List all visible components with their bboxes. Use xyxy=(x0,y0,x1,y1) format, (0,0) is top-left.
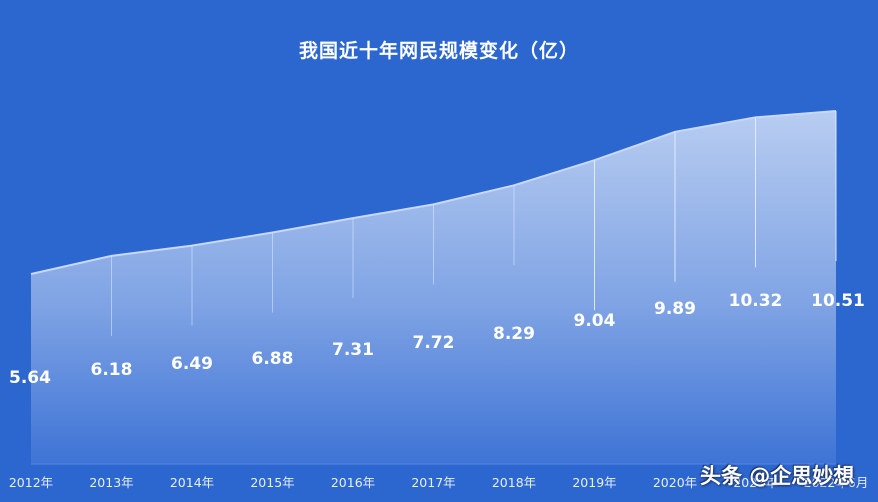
x-axis-label: 2013年 xyxy=(89,475,134,490)
drop-lines xyxy=(111,111,837,336)
value-label: 9.89 xyxy=(654,299,696,319)
value-label: 7.72 xyxy=(412,333,455,353)
chart-title: 我国近十年网民规模变化（亿） xyxy=(298,40,579,62)
x-axis-label: 2016年 xyxy=(330,475,376,490)
value-label: 10.51 xyxy=(811,291,865,311)
value-label: 6.49 xyxy=(171,354,213,374)
x-axis-label: 2021年 xyxy=(733,475,778,490)
x-axis-label: 2018年 xyxy=(491,475,537,490)
value-label: 6.18 xyxy=(90,360,133,380)
value-label: 7.31 xyxy=(332,340,374,360)
x-axis-label: 2012年 xyxy=(8,475,54,490)
x-axis-label: 2014年 xyxy=(169,475,215,490)
x-axis-label: 2022年6月 xyxy=(803,475,869,490)
watermark: 头条 @企思妙想 xyxy=(700,464,855,488)
value-label: 10.32 xyxy=(728,291,783,311)
x-axis-label: 2017年 xyxy=(411,475,456,490)
x-axis-label: 2019年 xyxy=(572,475,617,490)
x-axis-label: 2015年 xyxy=(250,475,295,490)
area-fill xyxy=(31,111,836,464)
value-label: 8.29 xyxy=(493,324,535,344)
value-label: 9.04 xyxy=(573,311,616,331)
value-label: 6.88 xyxy=(251,349,294,369)
x-axis-label: 2020年 xyxy=(652,475,698,490)
value-label: 5.64 xyxy=(9,368,51,388)
